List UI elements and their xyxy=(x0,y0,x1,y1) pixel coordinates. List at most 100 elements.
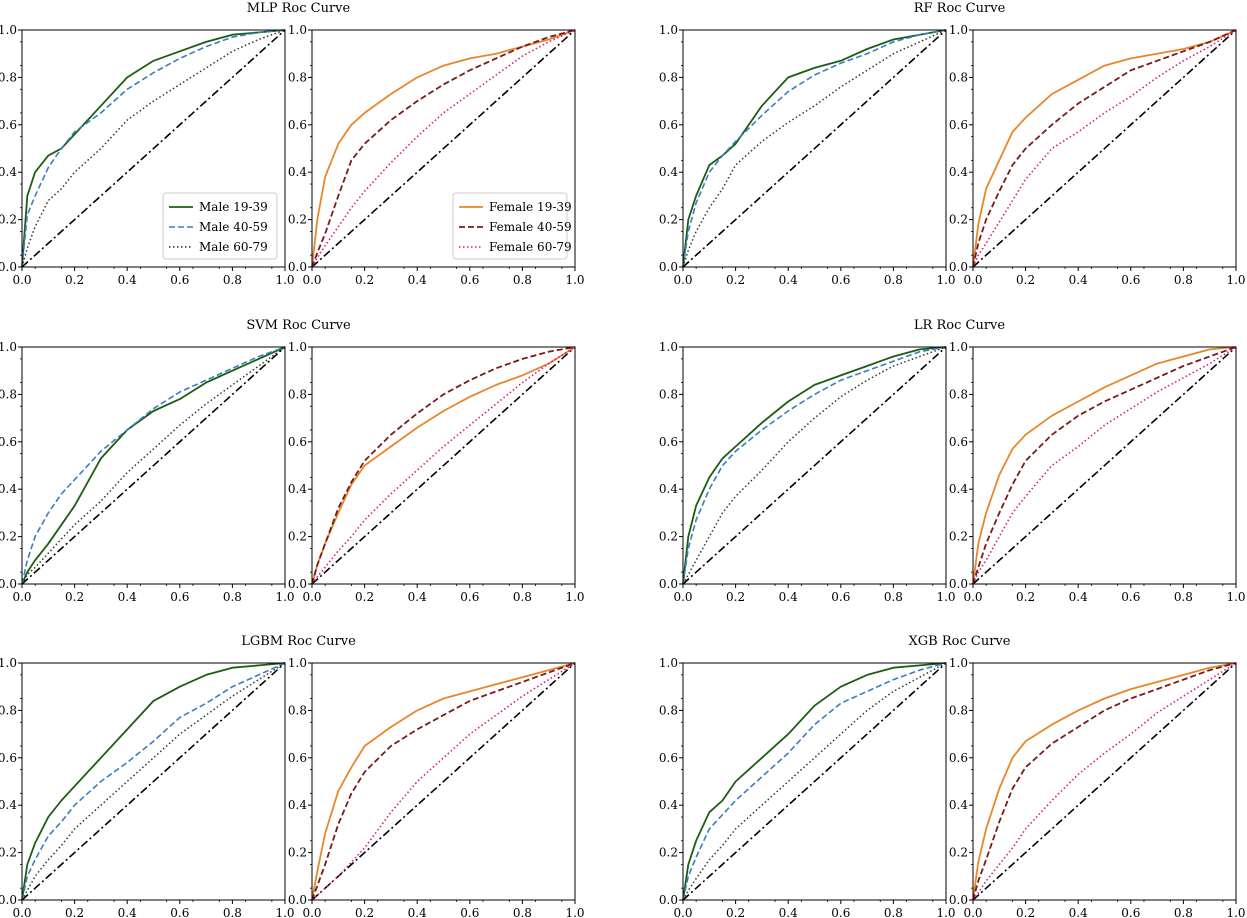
chance-diagonal-line xyxy=(972,346,1237,585)
axes-frame xyxy=(21,662,286,901)
y-tick-label: 0.0 xyxy=(288,893,307,907)
y-tick-label: 0.4 xyxy=(288,165,307,179)
y-tick-label: 0.4 xyxy=(659,165,678,179)
x-tick-label: 1.0 xyxy=(565,906,584,918)
series-line-female-60-79 xyxy=(311,346,576,585)
y-tick-label: 0.0 xyxy=(659,577,678,591)
series-line-male-60-79 xyxy=(21,29,286,268)
x-tick-label: 0.0 xyxy=(302,590,321,604)
x-tick-label: 0.8 xyxy=(223,273,242,287)
y-tick-label: 0.8 xyxy=(949,387,968,401)
x-tick-label: 0.4 xyxy=(408,906,427,918)
series-line-female-40-59 xyxy=(972,662,1237,901)
x-tick-label: 0.0 xyxy=(12,273,31,287)
roc-panel-3: 0.00.0 0.2 0.2 0.4 0.4 0.6 0.6 0.8 0.8 1.0 1.0 xyxy=(949,23,1246,287)
series-line-male-19-39 xyxy=(21,662,286,901)
series-line-female-40-59 xyxy=(311,29,576,268)
y-tick-label: 0.0 xyxy=(0,260,17,274)
x-tick-label: 0.4 xyxy=(118,273,137,287)
series-line-male-19-39 xyxy=(682,662,947,901)
y-tick-label: 0.2 xyxy=(659,213,678,227)
x-tick-label: 0.8 xyxy=(1174,590,1193,604)
panel-title: LGBM Roc Curve xyxy=(241,634,356,649)
x-tick-label: 0.6 xyxy=(1121,906,1140,918)
chance-diagonal-line xyxy=(21,29,286,268)
panel-title: LR Roc Curve xyxy=(914,318,1005,333)
roc-panel-2: RF Roc Curve0.00.00.20.20.40.40.60.60.80… xyxy=(659,1,1006,287)
y-tick-label: 1.0 xyxy=(288,23,307,37)
y-tick-label: 0.8 xyxy=(0,703,17,717)
y-tick-label: 0.2 xyxy=(0,846,17,860)
x-tick-label: 0.4 xyxy=(118,590,137,604)
y-tick-label: 0.8 xyxy=(288,703,307,717)
axes-frame xyxy=(21,29,286,268)
y-tick-label: 0.2 xyxy=(288,846,307,860)
roc-panel-10: XGB Roc Curve0.00.00.20.20.40.40.60.60.8… xyxy=(659,634,1011,918)
x-tick-label: 0.2 xyxy=(1016,906,1035,918)
y-tick-label: 1.0 xyxy=(0,656,17,670)
axes-frame xyxy=(682,346,947,585)
y-tick-label: 0.8 xyxy=(949,703,968,717)
y-tick-label: 0.8 xyxy=(659,70,678,84)
legend: Male 19-39 Male 40-59 Male 60-79 xyxy=(162,192,278,260)
y-tick-label: 0.6 xyxy=(0,118,17,132)
series-line-female-60-79 xyxy=(972,346,1237,585)
y-tick-label: 0.4 xyxy=(949,798,968,812)
y-tick-label: 0.2 xyxy=(949,530,968,544)
panel-title: XGB Roc Curve xyxy=(909,634,1011,649)
y-tick-label: 0.2 xyxy=(288,530,307,544)
y-tick-label: 0.0 xyxy=(949,260,968,274)
axes-frame xyxy=(682,29,947,268)
series-line-male-19-39 xyxy=(21,346,286,585)
chance-diagonal-line xyxy=(311,346,576,585)
y-tick-label: 0.6 xyxy=(0,435,17,449)
chance-diagonal-line xyxy=(972,29,1237,268)
x-tick-label: 0.8 xyxy=(884,273,903,287)
y-tick-label: 0.6 xyxy=(288,751,307,765)
y-tick-label: 0.6 xyxy=(949,118,968,132)
y-tick-label: 1.0 xyxy=(659,340,678,354)
x-tick-label: 0.2 xyxy=(726,590,745,604)
x-tick-label: 0.0 xyxy=(12,906,31,918)
y-tick-label: 1.0 xyxy=(0,340,17,354)
y-tick-label: 0.6 xyxy=(288,118,307,132)
series-line-male-40-59 xyxy=(682,662,947,901)
y-tick-label: 0.0 xyxy=(949,893,968,907)
x-tick-label: 0.4 xyxy=(1069,273,1088,287)
x-tick-label: 0.6 xyxy=(831,590,850,604)
x-tick-label: 0.2 xyxy=(355,590,374,604)
chance-diagonal-line xyxy=(682,29,947,268)
x-tick-label: 1.0 xyxy=(1226,273,1245,287)
legend-label: Female 40-59 xyxy=(489,220,572,234)
x-tick-label: 1.0 xyxy=(565,590,584,604)
chance-diagonal-line xyxy=(682,662,947,901)
axes-frame xyxy=(21,346,286,585)
x-tick-label: 0.8 xyxy=(884,590,903,604)
series-line-female-19-39 xyxy=(972,662,1237,901)
axes-frame xyxy=(311,662,576,901)
series-line-male-40-59 xyxy=(21,29,286,268)
y-tick-label: 0.0 xyxy=(949,577,968,591)
y-tick-label: 0.8 xyxy=(288,70,307,84)
chance-diagonal-line xyxy=(311,29,576,268)
panel-title: SVM Roc Curve xyxy=(246,318,351,333)
legend-label: Female 60-79 xyxy=(489,240,572,254)
y-tick-label: 0.6 xyxy=(659,118,678,132)
chance-diagonal-line xyxy=(311,662,576,901)
x-tick-label: 0.2 xyxy=(1016,273,1035,287)
y-tick-label: 0.8 xyxy=(659,387,678,401)
roc-panel-6: LR Roc Curve0.00.00.20.20.40.40.60.60.80… xyxy=(659,318,1005,604)
x-tick-label: 0.0 xyxy=(963,906,982,918)
roc-panel-9: 0.00.0 0.2 0.2 0.4 0.4 0.6 0.6 0.8 0.8 1.0 1.0 xyxy=(288,656,585,918)
x-tick-label: 0.2 xyxy=(355,906,374,918)
y-tick-label: 0.4 xyxy=(0,482,17,496)
chance-diagonal-line xyxy=(972,662,1237,901)
x-tick-label: 1.0 xyxy=(936,906,955,918)
y-tick-label: 0.0 xyxy=(0,577,17,591)
axes-frame xyxy=(311,29,576,268)
roc-panel-8: LGBM Roc Curve0.00.00.20.20.40.40.60.60.… xyxy=(0,634,356,918)
x-tick-label: 0.6 xyxy=(831,273,850,287)
x-tick-label: 0.6 xyxy=(170,273,189,287)
y-tick-label: 1.0 xyxy=(288,656,307,670)
y-tick-label: 0.4 xyxy=(659,482,678,496)
